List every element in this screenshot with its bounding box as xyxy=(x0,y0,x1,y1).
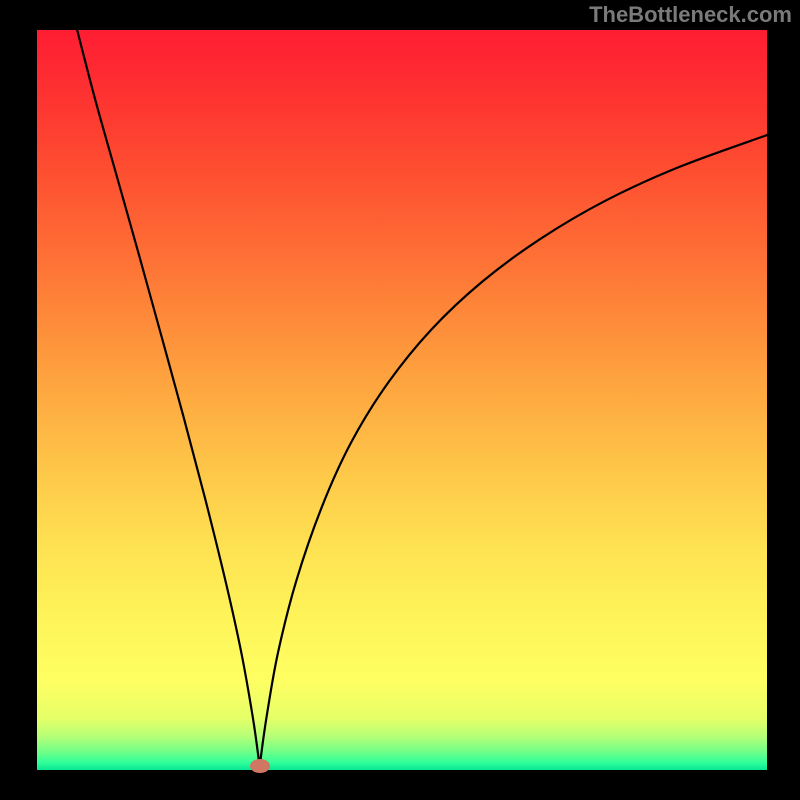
plot-area xyxy=(37,30,767,770)
plot-svg xyxy=(37,30,767,770)
watermark-label: TheBottleneck.com xyxy=(589,2,792,28)
gradient-background xyxy=(37,30,767,770)
chart-container: TheBottleneck.com xyxy=(0,0,800,800)
minimum-marker xyxy=(250,759,270,773)
